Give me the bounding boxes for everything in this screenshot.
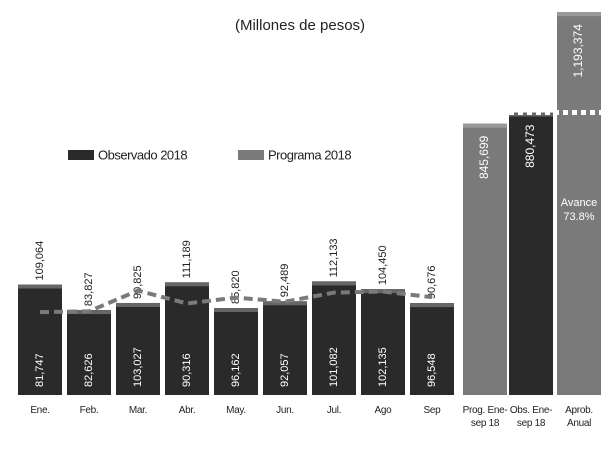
data-label: 102,135 xyxy=(377,347,389,387)
data-label: 92,489 xyxy=(279,264,291,298)
data-label: 82,626 xyxy=(83,353,95,387)
x-tick-label: May. xyxy=(226,405,246,416)
x-tick-label: Sep xyxy=(423,405,441,416)
x-tick-label: Jun. xyxy=(276,405,294,416)
data-label: 90,316 xyxy=(181,353,193,387)
data-label: 96,162 xyxy=(230,353,242,387)
bar xyxy=(312,281,356,395)
annotation: Avance 73.8% xyxy=(560,197,598,223)
bar xyxy=(463,123,507,395)
bar xyxy=(18,284,62,395)
legend-swatch xyxy=(238,150,264,160)
bar xyxy=(67,310,111,395)
data-label: 83,827 xyxy=(83,272,95,306)
legend-swatch xyxy=(68,150,94,160)
data-label: 1,193,374 xyxy=(571,24,585,78)
bar-highlight xyxy=(116,302,160,307)
x-tick-label: Jul. xyxy=(326,405,342,416)
data-label: 92,057 xyxy=(279,353,291,387)
bar xyxy=(165,282,209,395)
data-label: 85,820 xyxy=(230,270,242,304)
data-label: 845,699 xyxy=(477,135,491,179)
bar xyxy=(263,301,307,395)
data-label: 90,676 xyxy=(426,265,438,299)
x-tick-label: Feb. xyxy=(79,405,99,416)
x-tick-label: Mar. xyxy=(128,405,148,416)
legend-label: Programa 2018 xyxy=(268,147,351,162)
data-label: 103,027 xyxy=(132,347,144,387)
x-tick-label: Prog. Ene-sep 18 xyxy=(462,405,508,429)
annotation-box: Avance 73.8% xyxy=(560,197,598,223)
bar xyxy=(214,308,258,395)
bar-highlight xyxy=(263,301,307,306)
x-tick-label: Ene. xyxy=(30,405,50,416)
programa-line xyxy=(39,288,433,315)
x-tick-label: Ago xyxy=(374,405,392,416)
chart-title: (Millones de pesos) xyxy=(235,17,365,34)
bar xyxy=(116,302,160,395)
data-label: 112,133 xyxy=(328,238,340,277)
x-tick-label: Abr. xyxy=(178,405,196,416)
bar xyxy=(410,303,454,395)
bar xyxy=(557,12,601,395)
data-label: 81,747 xyxy=(34,353,46,387)
x-tick-label: Obs. Ene-sep 18 xyxy=(509,405,553,429)
bar-highlight xyxy=(463,123,507,128)
legend-label: Observado 2018 xyxy=(98,147,187,162)
data-label: 104,450 xyxy=(377,245,389,285)
bar-highlight xyxy=(165,282,209,287)
bar-highlight xyxy=(312,281,356,286)
data-label: 880,473 xyxy=(523,124,537,168)
data-label: 96,548 xyxy=(426,353,438,387)
bar-highlight xyxy=(410,303,454,308)
data-label: 111,189 xyxy=(181,240,193,278)
bar-highlight xyxy=(18,284,62,289)
data-label: 109,064 xyxy=(34,241,46,281)
data-label: 90,825 xyxy=(132,265,144,299)
bar-highlight xyxy=(214,308,258,313)
bar xyxy=(509,112,553,395)
bar xyxy=(361,289,405,395)
x-tick-label: Aprob. Anual xyxy=(565,405,593,429)
bar-highlight xyxy=(557,12,601,17)
data-label: 101,082 xyxy=(328,347,340,387)
